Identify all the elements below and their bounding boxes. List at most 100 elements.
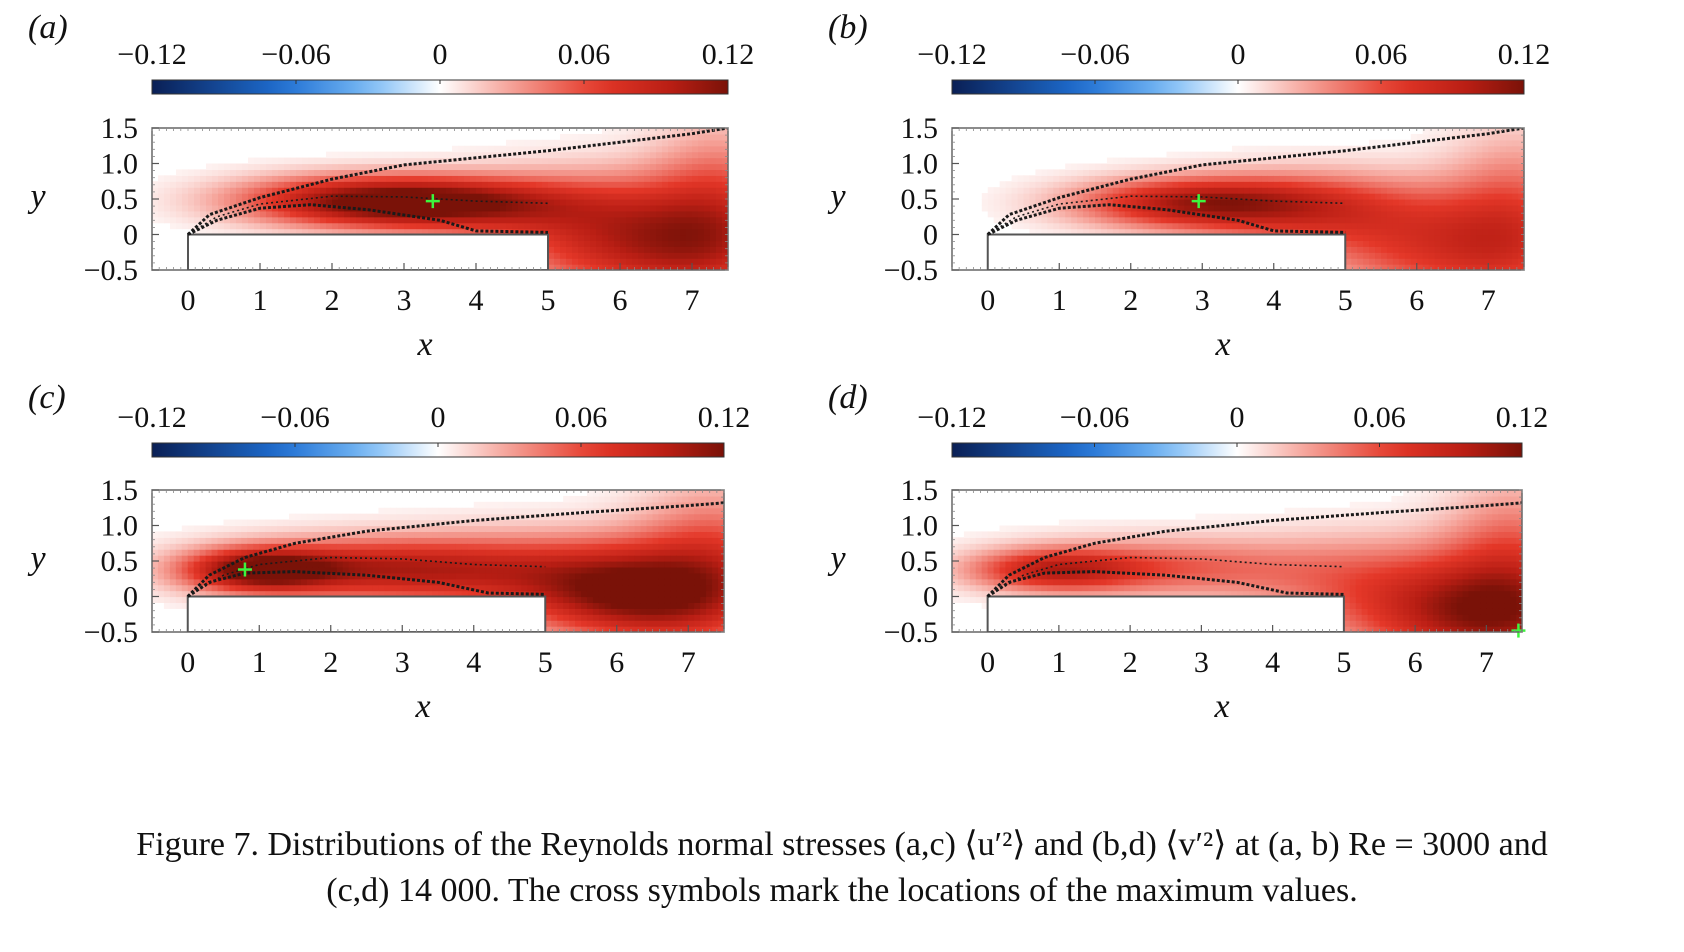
heatmap-cell bbox=[330, 519, 338, 527]
heatmap-cell bbox=[1077, 222, 1084, 230]
heatmap-cell bbox=[434, 157, 441, 165]
heatmap-cell bbox=[650, 264, 657, 270]
heatmap-cell bbox=[416, 204, 423, 212]
heatmap-cell bbox=[566, 204, 573, 212]
heatmap-cell bbox=[152, 187, 159, 194]
heatmap-cell bbox=[1392, 264, 1400, 270]
heatmap-cell bbox=[710, 157, 717, 165]
heatmap-cell bbox=[300, 549, 308, 556]
heatmap-cell bbox=[392, 204, 399, 212]
heatmap-cell bbox=[1077, 175, 1084, 182]
heatmap-cell bbox=[1422, 163, 1430, 171]
heatmap-cell bbox=[1160, 199, 1168, 206]
heatmap-cell bbox=[1363, 228, 1370, 236]
heatmap-cell bbox=[1267, 228, 1275, 236]
heatmap-cell bbox=[596, 204, 603, 212]
heatmap-cell bbox=[584, 234, 591, 242]
heatmap-cell bbox=[1392, 204, 1400, 212]
heatmap-cell bbox=[614, 169, 621, 176]
heatmap-cell bbox=[241, 519, 248, 527]
heatmap-cell bbox=[1017, 193, 1025, 200]
heatmap-cell bbox=[632, 199, 639, 206]
heatmap-cell bbox=[266, 216, 273, 224]
heatmap-cell bbox=[548, 252, 555, 259]
heatmap-cell bbox=[446, 169, 453, 176]
heatmap-cell bbox=[330, 549, 338, 556]
heatmap-cell bbox=[572, 258, 579, 265]
heatmap-cell bbox=[1208, 222, 1215, 230]
heatmap-cell bbox=[524, 139, 531, 147]
heatmap-cell bbox=[290, 228, 297, 236]
heatmap-cell bbox=[560, 252, 567, 259]
heatmap-cell bbox=[404, 187, 411, 194]
heatmap-cell bbox=[289, 543, 296, 550]
heatmap-cell bbox=[320, 187, 327, 194]
heatmap-cell bbox=[722, 228, 728, 236]
heatmap-cell bbox=[680, 193, 687, 200]
heatmap-cell bbox=[1238, 216, 1245, 224]
heatmap-cell bbox=[1422, 133, 1430, 141]
heatmap-cell bbox=[536, 187, 543, 194]
heatmap-cell bbox=[1440, 151, 1448, 159]
heatmap-cell bbox=[396, 555, 403, 562]
heatmap-cell bbox=[426, 555, 433, 562]
heatmap-cell bbox=[422, 175, 429, 182]
heatmap-cell bbox=[218, 169, 225, 176]
heatmap-cell bbox=[1488, 258, 1495, 265]
heatmap-cell bbox=[158, 187, 165, 194]
heatmap-cell bbox=[1446, 151, 1454, 159]
heatmap-cell bbox=[218, 187, 225, 194]
heatmap-cell bbox=[1416, 264, 1424, 270]
heatmap-cell bbox=[428, 151, 435, 159]
heatmap-cell bbox=[241, 543, 248, 550]
heatmap-cell bbox=[1238, 187, 1245, 194]
heatmap-cell bbox=[356, 181, 363, 188]
heatmap-cell bbox=[596, 169, 603, 176]
heatmap-cell bbox=[330, 578, 338, 586]
heatmap-cell bbox=[1512, 187, 1519, 194]
heatmap-cell bbox=[716, 216, 723, 224]
heatmap-cell bbox=[1351, 252, 1358, 259]
heatmap-cell bbox=[378, 513, 385, 521]
heatmap-cell bbox=[680, 252, 687, 259]
heatmap-cell bbox=[1375, 264, 1382, 270]
heatmap-cell bbox=[1404, 246, 1412, 253]
contour-inner bbox=[987, 203, 1346, 236]
heatmap-cell bbox=[265, 572, 272, 580]
heatmap-cell bbox=[554, 181, 561, 188]
heatmap-cell bbox=[1404, 151, 1412, 159]
heatmap-cell bbox=[217, 561, 225, 568]
heatmap-cell bbox=[188, 216, 195, 224]
heatmap-cell bbox=[410, 222, 417, 230]
heatmap-cell bbox=[330, 543, 338, 550]
heatmap-cell bbox=[554, 204, 561, 212]
heatmap-cell bbox=[1506, 157, 1513, 165]
heatmap-cell bbox=[175, 602, 183, 609]
heatmap-cell bbox=[1440, 163, 1448, 171]
heatmap-cell bbox=[572, 246, 579, 253]
heatmap-cell bbox=[512, 181, 519, 188]
heatmap-cell bbox=[188, 175, 195, 182]
heatmap-cell bbox=[404, 222, 411, 230]
heatmap-cell bbox=[338, 210, 345, 218]
heatmap-cell bbox=[572, 187, 579, 194]
heatmap-cell bbox=[1506, 181, 1513, 188]
heatmap-cell bbox=[254, 175, 261, 182]
heatmap-cell bbox=[644, 240, 651, 247]
heatmap-cell bbox=[1184, 222, 1191, 230]
heatmap-cell bbox=[314, 193, 321, 200]
heatmap-cell bbox=[368, 204, 375, 212]
heatmap-cell bbox=[218, 193, 225, 200]
heatmap-cell bbox=[1381, 163, 1388, 171]
heatmap-cell bbox=[169, 537, 177, 544]
heatmap-cell bbox=[1309, 169, 1317, 176]
heatmap-cell bbox=[223, 566, 231, 574]
heatmap-cell bbox=[1124, 193, 1132, 200]
heatmap-cell bbox=[1452, 252, 1460, 259]
heatmap-cell bbox=[494, 169, 501, 176]
heatmap-cell bbox=[692, 133, 699, 141]
heatmap-cell bbox=[1100, 210, 1108, 218]
heatmap-cell bbox=[1345, 240, 1352, 247]
heatmap-cell bbox=[608, 193, 615, 200]
heatmap-cell bbox=[1386, 199, 1394, 206]
